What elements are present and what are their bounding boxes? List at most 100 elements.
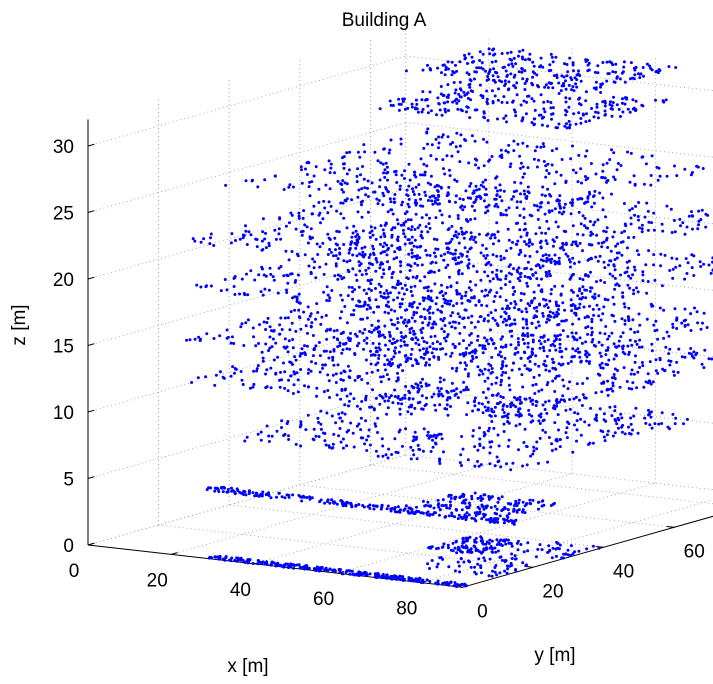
data-point <box>493 405 497 409</box>
data-point <box>336 345 340 349</box>
data-point <box>554 313 558 317</box>
data-point <box>378 290 382 294</box>
data-point <box>448 275 451 279</box>
data-point <box>469 196 473 200</box>
data-point <box>636 215 640 218</box>
data-point <box>524 112 528 116</box>
data-point <box>343 181 347 185</box>
data-point <box>392 337 395 341</box>
data-point <box>454 248 458 252</box>
data-point <box>324 349 328 353</box>
data-point <box>256 559 260 562</box>
data-point <box>269 496 273 500</box>
data-point <box>268 266 272 270</box>
data-point <box>515 268 519 272</box>
data-point <box>585 149 589 153</box>
data-point <box>613 319 617 323</box>
data-point <box>312 174 316 178</box>
data-point <box>389 103 393 107</box>
data-point <box>560 319 564 323</box>
data-point <box>477 300 481 304</box>
data-point <box>557 122 561 126</box>
data-point <box>339 378 343 381</box>
data-point <box>597 314 601 318</box>
data-point <box>238 292 241 296</box>
data-point <box>587 243 591 246</box>
data-point <box>569 360 573 363</box>
data-point <box>258 494 262 498</box>
data-point <box>300 352 304 355</box>
data-point <box>517 343 521 347</box>
data-point <box>473 217 477 221</box>
data-point <box>268 325 272 329</box>
data-point <box>538 436 542 440</box>
data-point <box>355 424 359 428</box>
data-point <box>349 421 353 425</box>
data-point <box>512 522 516 526</box>
data-point <box>557 547 561 551</box>
data-point <box>374 449 378 453</box>
data-point <box>484 256 488 260</box>
data-point <box>295 563 299 567</box>
data-point <box>557 256 561 260</box>
data-point <box>458 549 462 553</box>
data-point <box>490 355 494 359</box>
data-point <box>477 557 481 561</box>
data-point <box>321 366 324 370</box>
data-point <box>520 401 523 405</box>
data-point <box>506 51 510 55</box>
data-point <box>504 149 508 153</box>
data-point <box>264 493 268 497</box>
data-point <box>514 114 518 118</box>
data-point <box>494 564 498 567</box>
data-point <box>308 314 312 318</box>
data-point <box>427 222 431 226</box>
data-point <box>638 226 641 230</box>
data-point <box>418 302 422 306</box>
data-point <box>361 199 364 203</box>
data-point <box>407 263 411 267</box>
data-point <box>327 299 331 303</box>
data-point <box>425 131 429 135</box>
data-point <box>514 62 518 66</box>
data-point <box>283 386 287 390</box>
data-point <box>587 362 591 365</box>
data-point <box>507 383 511 387</box>
data-point <box>337 568 341 571</box>
data-point <box>463 513 467 517</box>
data-point <box>621 70 625 74</box>
data-point <box>483 344 487 348</box>
data-point <box>489 328 492 332</box>
data-point <box>478 343 482 347</box>
data-point <box>571 144 574 148</box>
data-point <box>523 511 527 515</box>
data-point <box>528 276 532 279</box>
data-point <box>411 397 415 401</box>
data-point <box>587 353 591 357</box>
data-point <box>690 171 694 174</box>
data-point <box>334 262 338 266</box>
data-point <box>403 393 407 397</box>
data-point <box>525 463 529 467</box>
data-point <box>590 330 594 334</box>
data-point <box>530 97 534 101</box>
data-point <box>632 292 636 296</box>
data-point <box>501 408 505 412</box>
data-point <box>410 235 414 239</box>
data-point <box>345 151 349 155</box>
data-point <box>484 505 488 508</box>
data-point <box>497 497 501 501</box>
data-point <box>491 253 495 257</box>
data-point <box>361 331 365 335</box>
data-point <box>488 52 492 56</box>
data-point <box>390 244 394 248</box>
data-point <box>574 395 578 399</box>
data-point <box>511 100 515 104</box>
data-point <box>629 61 633 65</box>
data-point <box>623 322 627 326</box>
data-point <box>570 203 574 207</box>
data-point <box>588 220 592 223</box>
data-point <box>376 416 380 420</box>
data-point <box>568 123 572 127</box>
data-point <box>610 376 614 380</box>
